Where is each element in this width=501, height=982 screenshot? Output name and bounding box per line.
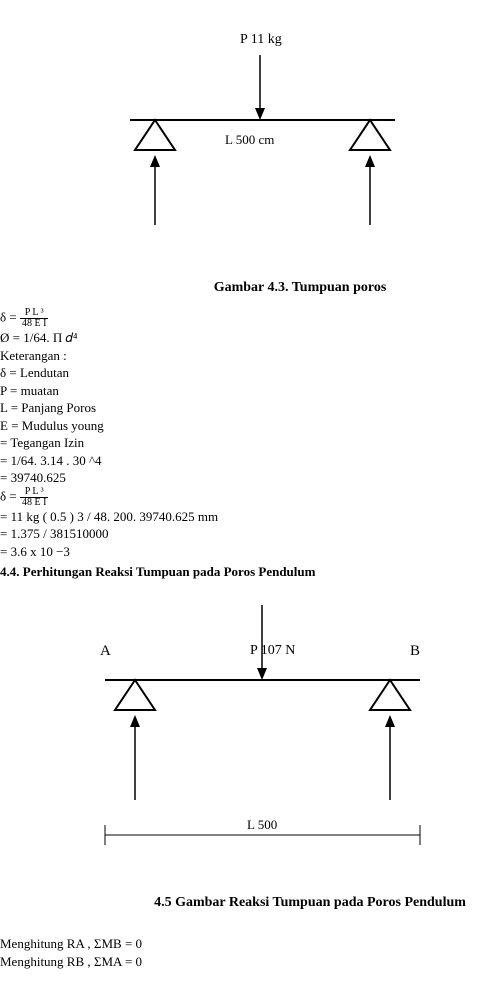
span-label-1: L 500 cm [225,132,274,148]
diagram-2-svg [0,605,501,905]
frac-1-den: 48 E I [20,319,48,329]
line-phi: Ø = 1/64. Π 𝑑⁴ [0,329,501,347]
frac-2: P L ³ 48 E I [20,487,48,508]
frac-2-den: 48 E I [20,498,48,508]
footer-block: Menghitung RA , ΣMB = 0 Menghitung RB , … [0,935,142,970]
delta-lead-1: δ = [0,309,20,324]
line-calc5: = 3.6 x 10 −3 [0,543,501,561]
line-calc4: = 1.375 / 381510000 [0,525,501,543]
line-calc2: = 39740.625 [0,469,501,487]
formula-block: δ = P L ³ 48 E I Ø = 1/64. Π 𝑑⁴ Keterang… [0,308,501,580]
frac-1: P L ³ 48 E I [20,308,48,329]
line-teg: = Tegangan Izin [0,434,501,452]
line-calc3: = 11 kg ( 0.5 ) 3 / 48. 200. 39740.625 m… [0,508,501,526]
line-delta: δ = Lendutan [0,364,501,382]
formula-delta-1: δ = P L ³ 48 E I [0,308,501,329]
formula-delta-2: δ = P L ³ 48 E I [0,487,501,508]
span-label-2: L 500 [245,817,279,833]
footer-line-1: Menghitung RA , ΣMB = 0 [0,935,142,953]
diagram-1: P 11 kg L 500 cm [0,0,501,270]
line-l: L = Panjang Poros [0,399,501,417]
caption-1: Gambar 4.3. Tumpuan poros [170,280,430,296]
diagram-2: A B P 107 N L 500 [0,605,501,905]
line-keterangan: Keterangan : [0,347,501,365]
line-e: E = Mudulus young [0,417,501,435]
caption-2: 4.5 Gambar Reaksi Tumpuan pada Poros Pen… [130,895,490,911]
delta-lead-2: δ = [0,488,20,503]
section-title: 4.4. Perhitungan Reaksi Tumpuan pada Por… [0,563,501,581]
footer-line-2: Menghitung RB , ΣMA = 0 [0,953,142,971]
line-calc1: = 1/64. 3.14 . 30 ^4 [0,452,501,470]
line-p: P = muatan [0,382,501,400]
